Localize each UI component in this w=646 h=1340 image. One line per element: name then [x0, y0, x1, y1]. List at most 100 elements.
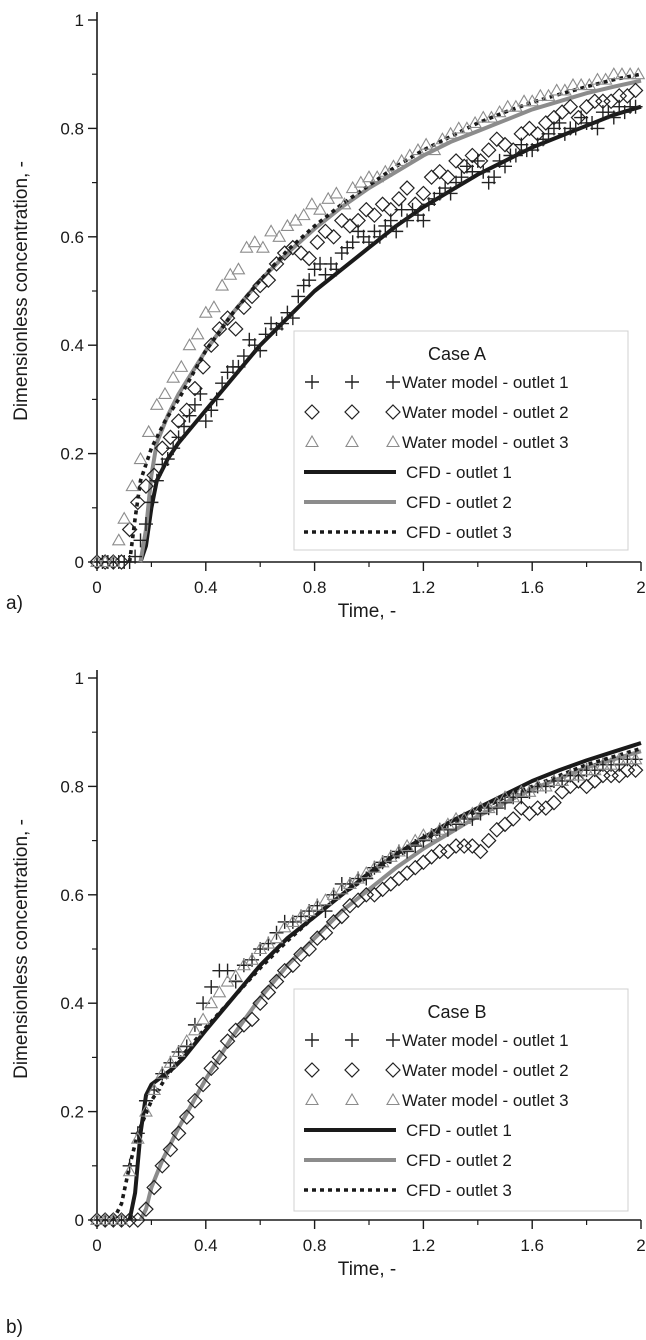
triangle-marker [130, 1131, 145, 1144]
diamond-marker [89, 1212, 105, 1228]
plus-marker [318, 904, 333, 919]
diamond-marker [554, 104, 570, 120]
diamond-marker [366, 207, 383, 223]
diamond-marker [431, 163, 448, 180]
diamond-marker [244, 288, 260, 305]
diamond-marker [268, 256, 285, 272]
plus-marker [160, 452, 175, 467]
diamond-marker [170, 1125, 187, 1142]
triangle-marker [147, 1082, 162, 1095]
plus-marker [128, 549, 143, 564]
triangle-marker [98, 1212, 113, 1226]
plus-marker [590, 121, 605, 136]
diamond-marker [154, 440, 171, 457]
plus-marker [302, 273, 317, 288]
diamond-marker [105, 554, 122, 570]
plus-marker [492, 153, 507, 168]
diamond-marker [464, 838, 481, 854]
diamond-marker [513, 800, 530, 816]
plus-marker [378, 218, 393, 233]
diamond-marker [178, 402, 195, 419]
triangle-marker [166, 370, 181, 383]
plus-marker [356, 229, 371, 244]
y-tick-label: 0 [75, 1211, 84, 1230]
triangle-marker [247, 235, 262, 248]
diamond-marker [391, 870, 407, 887]
triangle-marker [590, 72, 605, 85]
triangle-marker [579, 763, 594, 776]
diamond-marker [407, 859, 424, 876]
plus-marker [525, 143, 540, 158]
triangle-marker [111, 533, 126, 546]
diamond-marker [595, 93, 611, 110]
diamond-marker [146, 467, 162, 484]
diamond-marker [309, 234, 326, 251]
plus-marker [400, 213, 415, 228]
triangle-marker [215, 278, 230, 291]
plus-marker [231, 359, 246, 374]
triangle-marker [228, 968, 243, 982]
series-line-cfd-outlet-2 [138, 78, 642, 563]
plus-marker [204, 979, 219, 994]
plus-marker [179, 1039, 194, 1054]
plus-marker [389, 224, 404, 239]
triangle-marker [255, 240, 270, 253]
plus-marker [386, 375, 400, 389]
plus-marker [215, 376, 230, 391]
series-water-model-outlet-3 [90, 67, 646, 568]
diamond-marker [627, 82, 644, 99]
diamond-marker [301, 941, 318, 957]
diamond-marker [162, 1141, 179, 1158]
triangle-marker [90, 1212, 104, 1226]
triangle-marker [337, 197, 352, 210]
diamond-marker [252, 995, 269, 1012]
diamond-marker [407, 196, 424, 213]
plus-marker [427, 191, 442, 206]
triangle-marker [122, 1164, 137, 1177]
diamond-marker [317, 223, 334, 240]
triangle-marker [549, 83, 564, 96]
diamond-marker [121, 1212, 138, 1228]
triangle-marker [305, 434, 319, 448]
diamond-marker [448, 153, 464, 169]
plus-marker [138, 517, 153, 532]
diamond-marker [382, 201, 399, 218]
plus-marker [171, 430, 186, 445]
diamond-marker [333, 908, 350, 925]
plus-marker [443, 186, 458, 201]
plus-marker [628, 99, 643, 114]
diamond-marker [211, 321, 228, 337]
diamond-marker [488, 821, 505, 838]
diamond-marker [440, 169, 456, 186]
triangle-marker [204, 996, 219, 1009]
triangle-marker [190, 327, 205, 340]
plus-marker [253, 343, 268, 358]
plus-marker [323, 256, 338, 271]
legend-item-label: Water model - outlet 1 [402, 1031, 569, 1050]
diamond-marker [260, 272, 277, 289]
diamond-marker [350, 212, 366, 229]
plus-marker [198, 414, 213, 429]
plus-marker [307, 262, 322, 277]
legend-item-label: CFD - outlet 1 [406, 1121, 512, 1140]
triangle-marker [514, 784, 529, 797]
diamond-marker [146, 1179, 162, 1196]
panel-label: a) [6, 593, 23, 614]
triangle-marker [566, 77, 580, 91]
x-tick-label: 0.8 [303, 578, 327, 597]
triangle-marker [498, 790, 512, 803]
diamond-marker [619, 88, 636, 104]
diamond-marker [195, 1076, 211, 1093]
diamond-marker [619, 762, 636, 778]
plus-marker [454, 170, 469, 185]
x-tick-label: 0.4 [194, 578, 218, 597]
plus-marker [247, 338, 262, 353]
plus-marker [410, 208, 425, 223]
triangle-marker [174, 359, 189, 372]
y-tick-label: 0.4 [60, 336, 84, 355]
plus-marker [416, 213, 431, 228]
x-axis-label: Time, - [338, 1259, 396, 1280]
diamond-marker [138, 478, 154, 494]
triangle-marker [187, 1023, 202, 1036]
